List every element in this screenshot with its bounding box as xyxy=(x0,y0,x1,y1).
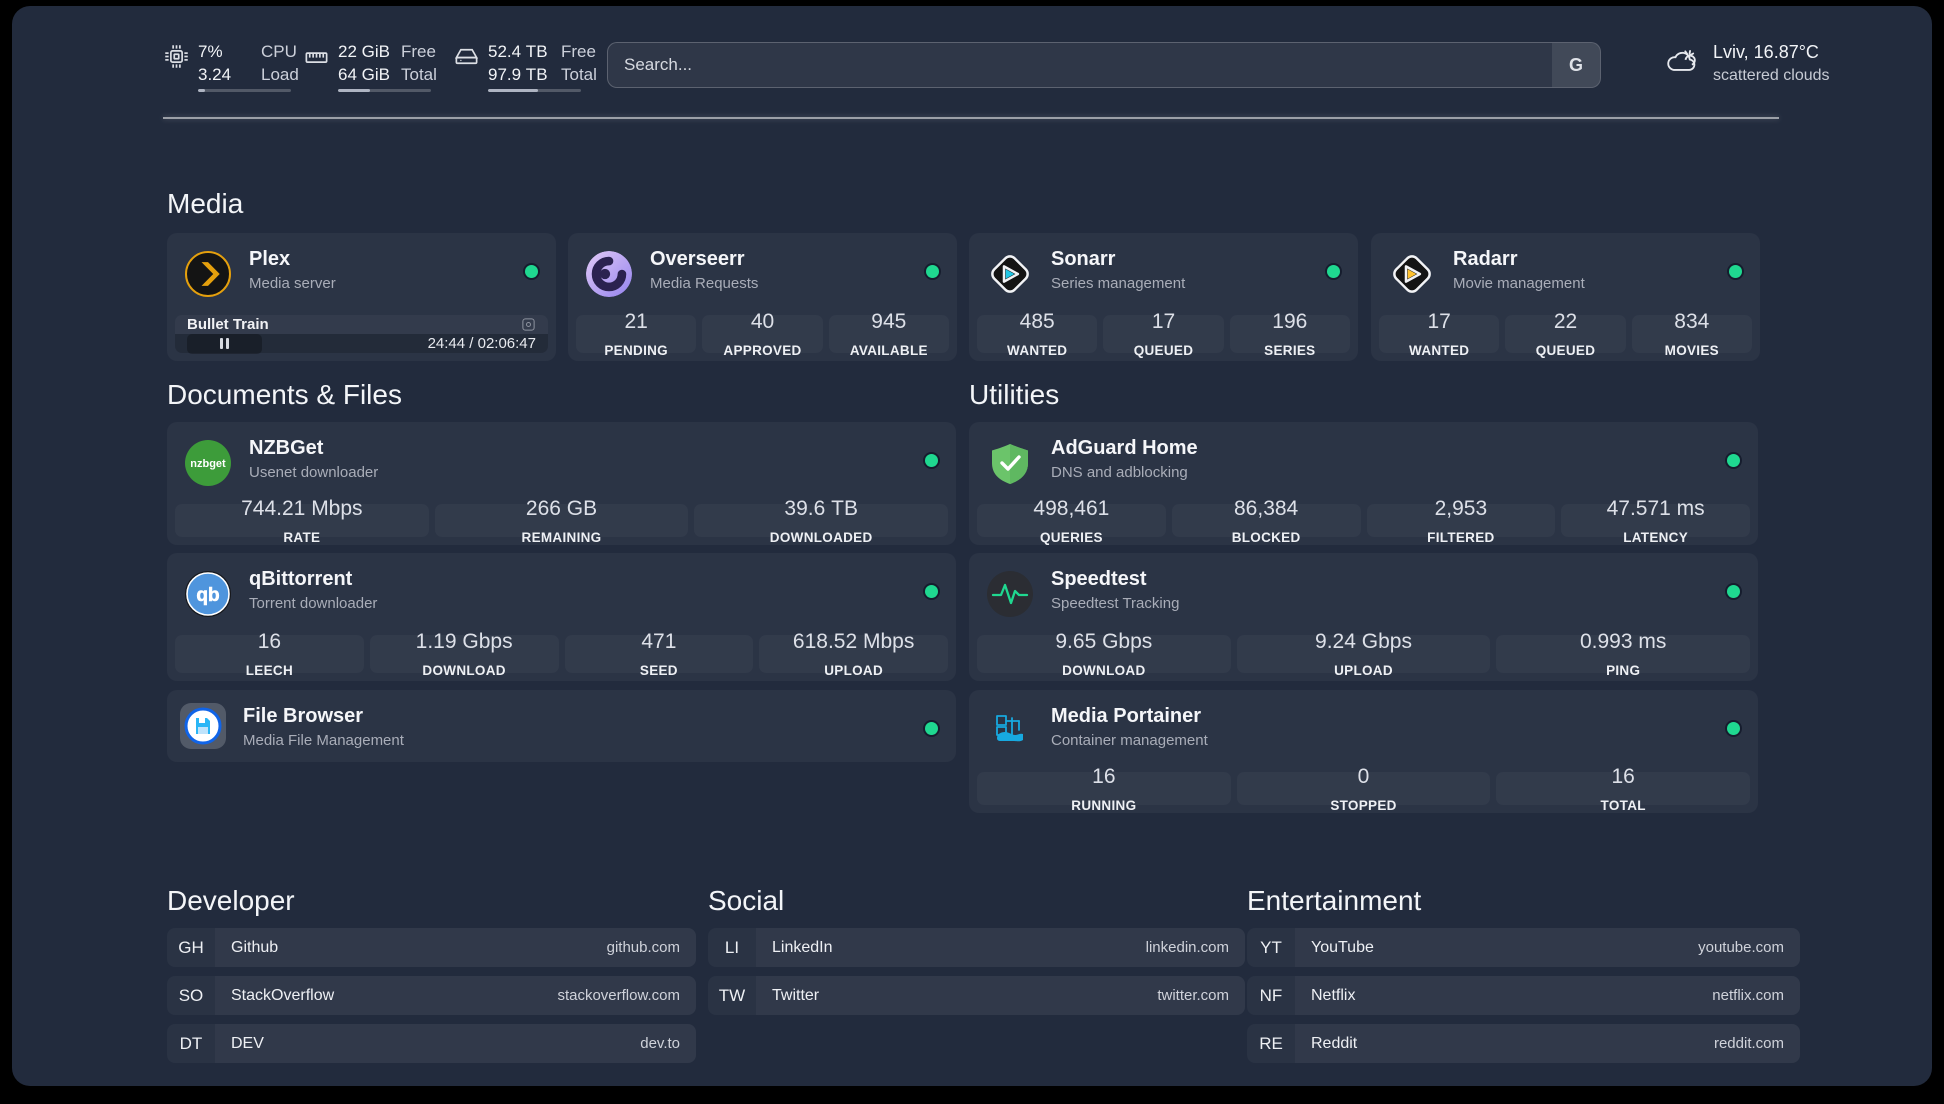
svg-text:nzbget: nzbget xyxy=(190,458,226,470)
svg-text:qb: qb xyxy=(196,585,219,606)
